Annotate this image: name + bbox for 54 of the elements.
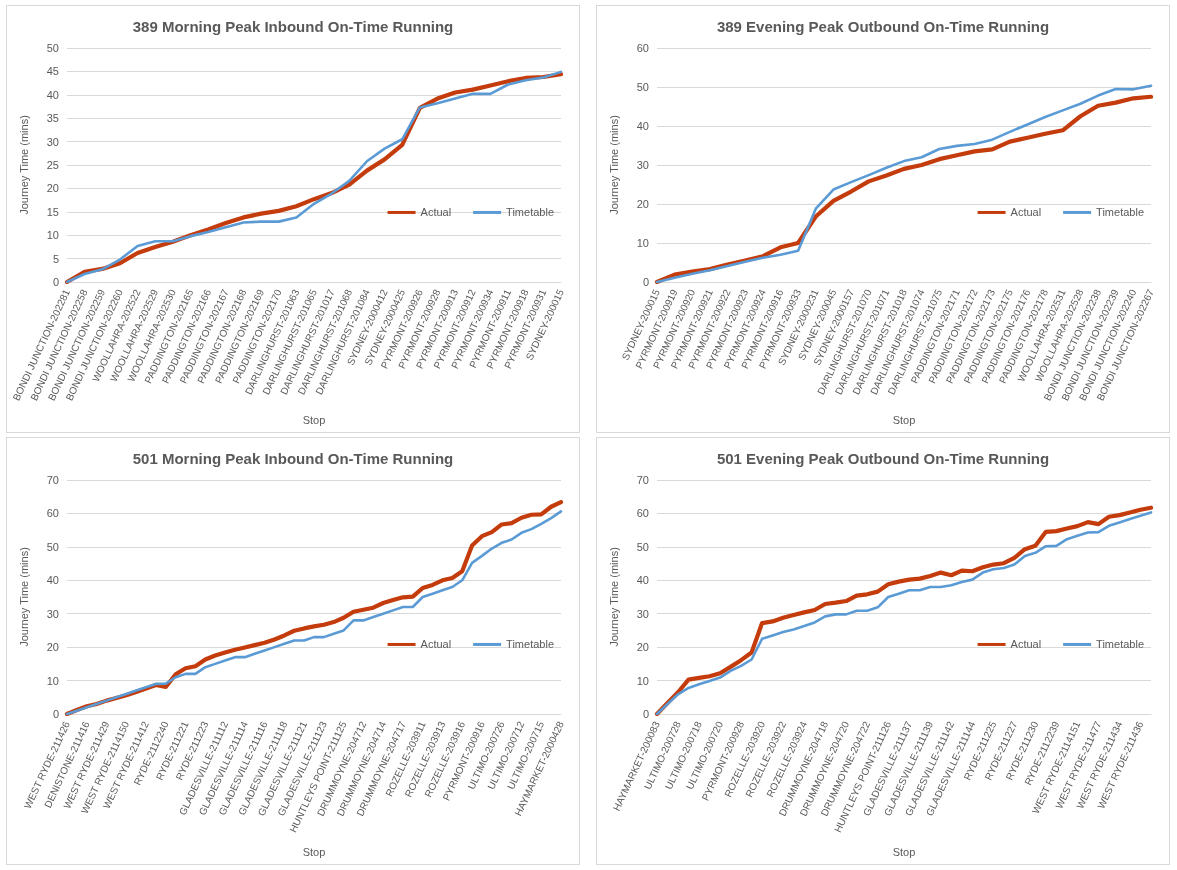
y-tick-label: 20 — [46, 182, 59, 195]
legend-label: Actual — [420, 206, 452, 219]
x-axis-title: Stop — [302, 845, 326, 858]
y-tick-label: 40 — [46, 574, 59, 587]
legend-label: Actual — [1010, 638, 1042, 651]
y-tick-label: 35 — [46, 112, 59, 125]
y-axis-title: Journey Time (mins) — [17, 115, 30, 215]
y-tick-label: 40 — [636, 120, 649, 132]
y-axis-title: Journey Time (mins) — [607, 115, 620, 215]
y-tick-label: 0 — [52, 708, 59, 720]
y-axis-title: Journey Time (mins) — [17, 547, 30, 647]
x-axis-title: Stop — [302, 413, 326, 426]
legend-label: Timetable — [506, 206, 554, 219]
y-tick-label: 70 — [46, 474, 59, 486]
y-tick-label: 0 — [52, 276, 59, 288]
y-tick-label: 70 — [636, 474, 649, 486]
x-axis-title: Stop — [892, 845, 916, 858]
chart-title: 389 Morning Peak Inbound On-Time Running — [132, 18, 454, 35]
y-tick-label: 30 — [636, 159, 649, 171]
y-tick-label: 10 — [636, 674, 649, 687]
y-tick-label: 30 — [46, 607, 59, 620]
y-tick-label: 5 — [52, 252, 59, 265]
y-tick-label: 50 — [636, 540, 649, 553]
y-tick-label: 25 — [46, 159, 59, 171]
legend-label: Timetable — [506, 638, 554, 651]
y-tick-label: 20 — [636, 198, 649, 210]
y-tick-label: 30 — [636, 607, 649, 620]
y-tick-label: 30 — [46, 135, 59, 148]
y-tick-label: 50 — [46, 42, 59, 54]
y-tick-label: 10 — [46, 674, 59, 687]
legend-label: Timetable — [1096, 206, 1144, 219]
chart-title: 501 Morning Peak Inbound On-Time Running — [132, 450, 454, 467]
y-tick-label: 50 — [46, 540, 59, 553]
y-tick-label: 40 — [46, 88, 59, 101]
chart-title: 389 Evening Peak Outbound On-Time Running — [716, 18, 1050, 35]
x-axis-title: Stop — [892, 413, 916, 426]
y-tick-label: 20 — [46, 641, 59, 654]
y-tick-label: 45 — [46, 65, 59, 78]
y-axis-title: Journey Time (mins) — [607, 547, 620, 647]
y-tick-label: 20 — [636, 641, 649, 654]
y-tick-label: 60 — [636, 507, 649, 520]
y-tick-label: 15 — [46, 205, 59, 218]
chart-title: 501 Evening Peak Outbound On-Time Running — [716, 450, 1050, 467]
y-tick-label: 60 — [46, 507, 59, 520]
y-tick-label: 50 — [636, 81, 649, 93]
legend-label: Timetable — [1096, 638, 1144, 651]
y-tick-label: 10 — [46, 229, 59, 242]
y-tick-label: 0 — [642, 708, 649, 720]
legend-label: Actual — [1010, 206, 1042, 219]
y-tick-label: 0 — [642, 276, 649, 288]
legend-label: Actual — [420, 638, 452, 651]
y-tick-label: 60 — [636, 42, 649, 54]
y-tick-label: 10 — [636, 237, 649, 249]
y-tick-label: 40 — [636, 574, 649, 587]
